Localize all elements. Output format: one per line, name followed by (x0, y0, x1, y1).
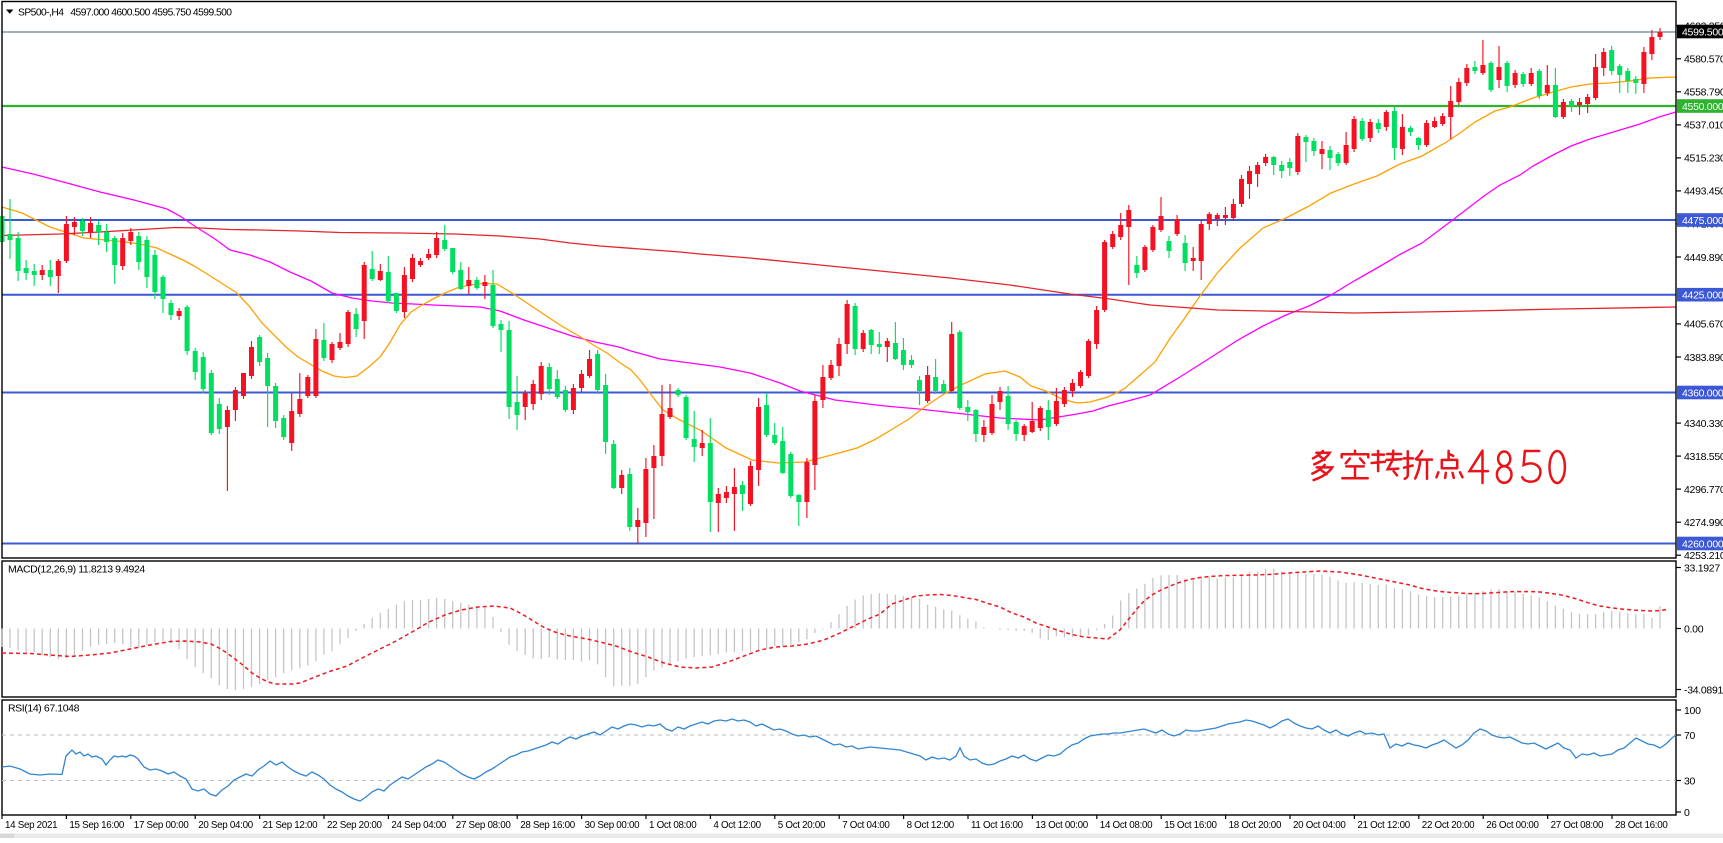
svg-text:17 Sep 00:00: 17 Sep 00:00 (134, 820, 190, 831)
svg-text:21 Sep 12:00: 21 Sep 12:00 (263, 820, 319, 831)
svg-text:4405.670: 4405.670 (1684, 319, 1723, 331)
svg-text:4253.210: 4253.210 (1684, 550, 1723, 562)
svg-text:4260.000: 4260.000 (1682, 538, 1723, 550)
svg-text:5 Oct 20:00: 5 Oct 20:00 (778, 820, 826, 831)
svg-text:0.00: 0.00 (1684, 623, 1704, 635)
svg-text:33.1927: 33.1927 (1684, 562, 1720, 574)
svg-text:4449.890: 4449.890 (1684, 252, 1723, 264)
svg-text:7 Oct 04:00: 7 Oct 04:00 (842, 820, 890, 831)
svg-text:-34.0891: -34.0891 (1684, 684, 1723, 696)
svg-text:4515.230: 4515.230 (1684, 153, 1723, 165)
svg-text:RSI(14) 67.1048: RSI(14) 67.1048 (8, 703, 80, 715)
svg-text:13 Oct 00:00: 13 Oct 00:00 (1035, 820, 1088, 831)
svg-text:4580.570: 4580.570 (1684, 54, 1723, 66)
svg-text:26 Oct 00:00: 26 Oct 00:00 (1486, 820, 1539, 831)
svg-text:22 Oct 20:00: 22 Oct 20:00 (1422, 820, 1475, 831)
svg-text:4360.000: 4360.000 (1682, 387, 1723, 399)
svg-text:4 Oct 12:00: 4 Oct 12:00 (713, 820, 761, 831)
svg-text:11 Oct 16:00: 11 Oct 16:00 (971, 820, 1024, 831)
svg-text:4475.000: 4475.000 (1682, 215, 1723, 227)
svg-text:4493.450: 4493.450 (1684, 186, 1723, 198)
svg-text:18 Oct 20:00: 18 Oct 20:00 (1229, 820, 1282, 831)
svg-text:28 Sep 16:00: 28 Sep 16:00 (520, 820, 576, 831)
svg-text:27 Oct 08:00: 27 Oct 08:00 (1551, 820, 1604, 831)
svg-text:4425.000: 4425.000 (1682, 290, 1723, 302)
svg-text:MACD(12,26,9) 11.8213 9.4924: MACD(12,26,9) 11.8213 9.4924 (8, 564, 145, 576)
svg-text:0: 0 (1684, 807, 1690, 819)
svg-text:15 Oct 16:00: 15 Oct 16:00 (1164, 820, 1217, 831)
svg-text:4274.990: 4274.990 (1684, 517, 1723, 529)
svg-text:1 Oct 08:00: 1 Oct 08:00 (649, 820, 697, 831)
svg-text:4318.550: 4318.550 (1684, 451, 1723, 463)
svg-text:4296.770: 4296.770 (1684, 484, 1723, 496)
svg-text:21 Oct 12:00: 21 Oct 12:00 (1357, 820, 1410, 831)
svg-text:30: 30 (1684, 775, 1696, 787)
svg-text:14 Sep 2021: 14 Sep 2021 (5, 820, 57, 831)
svg-text:4599.500: 4599.500 (1682, 26, 1723, 38)
svg-text:4537.010: 4537.010 (1684, 120, 1723, 132)
svg-text:SP500-,H4 4597.000 4600.500: SP500-,H4 4597.000 4600.500 4595.750 459… (18, 8, 232, 19)
svg-text:4383.890: 4383.890 (1684, 352, 1723, 364)
svg-text:15 Sep 16:00: 15 Sep 16:00 (69, 820, 125, 831)
svg-text:22 Sep 20:00: 22 Sep 20:00 (327, 820, 383, 831)
svg-text:27 Sep 08:00: 27 Sep 08:00 (456, 820, 512, 831)
svg-text:8 Oct 12:00: 8 Oct 12:00 (907, 820, 955, 831)
svg-text:4558.790: 4558.790 (1684, 87, 1723, 99)
svg-text:14 Oct 08:00: 14 Oct 08:00 (1100, 820, 1153, 831)
svg-text:4340.330: 4340.330 (1684, 418, 1723, 430)
svg-text:30 Sep 00:00: 30 Sep 00:00 (585, 820, 641, 831)
svg-text:20 Oct 04:00: 20 Oct 04:00 (1293, 820, 1346, 831)
svg-text:4550.000: 4550.000 (1682, 101, 1723, 113)
svg-text:70: 70 (1684, 730, 1696, 742)
svg-text:28 Oct 16:00: 28 Oct 16:00 (1615, 820, 1668, 831)
svg-text:24 Sep 04:00: 24 Sep 04:00 (391, 820, 447, 831)
svg-text:20 Sep 04:00: 20 Sep 04:00 (198, 820, 254, 831)
svg-text:100: 100 (1684, 705, 1701, 717)
